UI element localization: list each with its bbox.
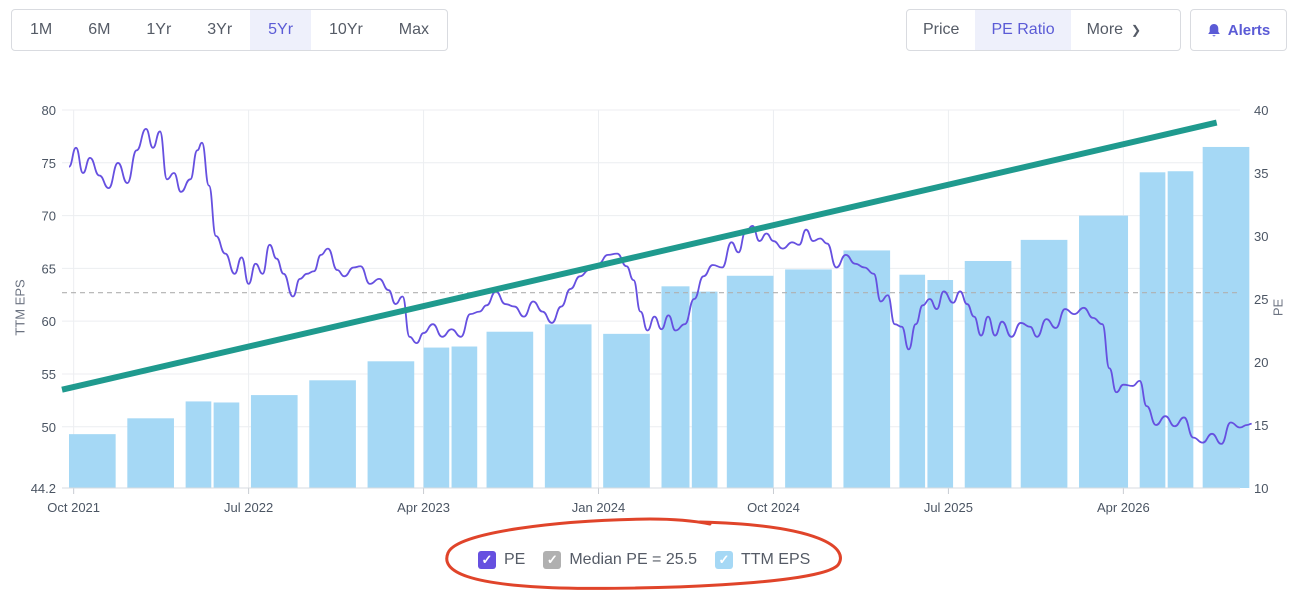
eps-bar bbox=[1139, 172, 1166, 489]
eps-bar bbox=[726, 275, 774, 488]
right-tick-label: 20 bbox=[1254, 355, 1268, 370]
trend-line bbox=[61, 119, 1218, 393]
left-tick-label: 80 bbox=[42, 103, 56, 118]
x-tick-label: Apr 2026 bbox=[1097, 500, 1150, 515]
chevron-down-icon: ❯ bbox=[1131, 23, 1142, 37]
annotation-circle bbox=[445, 517, 842, 590]
eps-bar bbox=[661, 286, 690, 488]
legend-median-label: Median PE = 25.5 bbox=[569, 551, 697, 568]
eps-bar bbox=[68, 434, 116, 488]
eps-bar bbox=[127, 418, 174, 488]
right-axis-ticks: 40 35 30 25 20 15 10 bbox=[1254, 103, 1268, 496]
eps-bar bbox=[1020, 239, 1068, 488]
eps-bar bbox=[927, 279, 954, 488]
range-10yr-button[interactable]: 10Yr bbox=[329, 21, 363, 38]
eps-bars bbox=[68, 146, 1250, 489]
pe-ratio-view-button[interactable]: PE Ratio bbox=[975, 10, 1071, 50]
more-label: More bbox=[1086, 21, 1124, 38]
left-tick-label: 55 bbox=[42, 367, 56, 382]
eps-bar bbox=[451, 346, 478, 488]
eps-bar bbox=[423, 347, 450, 488]
eps-bar bbox=[544, 324, 592, 488]
eps-bar bbox=[185, 401, 212, 488]
legend-eps-toggle[interactable]: ✓ TTM EPS bbox=[714, 551, 811, 569]
x-tick-label: Jul 2025 bbox=[924, 500, 973, 515]
eps-bar bbox=[486, 331, 534, 488]
range-6m-button[interactable]: 6M bbox=[88, 21, 111, 38]
checkbox-checked-icon: ✓ bbox=[543, 551, 562, 569]
left-tick-label: 65 bbox=[42, 261, 56, 276]
pe-line-series bbox=[68, 128, 1252, 445]
x-tick-label: Jul 2022 bbox=[224, 500, 273, 515]
chart-view-selector: Price PE Ratio More ❯ bbox=[906, 9, 1181, 51]
range-1yr-button[interactable]: 1Yr bbox=[146, 21, 172, 38]
alerts-label: Alerts bbox=[1227, 21, 1271, 39]
right-tick-label: 15 bbox=[1254, 418, 1268, 433]
annotation-circle bbox=[445, 517, 842, 590]
left-axis-ticks: 80 75 70 65 60 55 50 44.2 bbox=[31, 103, 56, 496]
eps-bar bbox=[309, 380, 356, 488]
left-tick-label: 70 bbox=[42, 209, 56, 224]
legend-pe-toggle[interactable]: ✓ PE bbox=[478, 551, 525, 569]
trend-line bbox=[61, 119, 1218, 393]
x-tick-label: Oct 2021 bbox=[47, 500, 100, 515]
right-axis-title: PE bbox=[1270, 298, 1286, 317]
x-tick-label: Jan 2024 bbox=[572, 500, 626, 515]
alerts-button[interactable]: Alerts bbox=[1190, 9, 1287, 51]
x-axis-ticks: Oct 2021 Jul 2022 Apr 2023 Jan 2024 Oct 2024… bbox=[47, 487, 1240, 515]
more-dropdown-button[interactable]: More ❯ bbox=[1071, 10, 1158, 50]
range-3yr-button[interactable]: 3Yr bbox=[207, 21, 233, 38]
left-tick-label: 44.2 bbox=[31, 481, 56, 496]
checkbox-checked-icon: ✓ bbox=[714, 551, 733, 569]
right-tick-label: 25 bbox=[1254, 292, 1268, 307]
left-axis-title: TTM EPS bbox=[12, 279, 28, 336]
right-tick-label: 30 bbox=[1254, 229, 1268, 244]
checkbox-checked-icon: ✓ bbox=[478, 551, 496, 569]
eps-bar bbox=[603, 333, 650, 488]
range-5yr-button[interactable]: 5Yr bbox=[250, 10, 312, 50]
range-max-button[interactable]: Max bbox=[398, 21, 430, 38]
bell-icon bbox=[1207, 23, 1220, 36]
legend-median-toggle[interactable]: ✓ Median PE = 25.5 bbox=[543, 551, 697, 569]
price-view-button[interactable]: Price bbox=[907, 10, 975, 50]
legend-eps-label: TTM EPS bbox=[740, 551, 811, 568]
eps-bar bbox=[250, 395, 298, 488]
x-tick-label: Apr 2023 bbox=[397, 500, 450, 515]
eps-bar bbox=[843, 250, 891, 488]
pe-ratio-label: PE Ratio bbox=[991, 21, 1055, 38]
left-tick-label: 60 bbox=[42, 314, 56, 329]
right-tick-label: 10 bbox=[1254, 481, 1268, 496]
right-tick-label: 40 bbox=[1254, 103, 1268, 118]
eps-bar bbox=[785, 269, 832, 488]
eps-bar bbox=[367, 361, 415, 488]
time-range-selector: 1M 6M 1Yr 3Yr 5Yr 10Yr Max bbox=[11, 9, 448, 51]
range-1m-button[interactable]: 1M bbox=[29, 21, 53, 38]
eps-bar bbox=[691, 291, 718, 488]
pe-line bbox=[68, 128, 1252, 445]
left-tick-label: 75 bbox=[42, 156, 56, 171]
eps-bar bbox=[213, 402, 240, 488]
price-label: Price bbox=[923, 21, 960, 38]
legend-pe-label: PE bbox=[504, 551, 526, 568]
chart-legend: ✓ PE ✓ Median PE = 25.5 ✓ TTM EPS bbox=[478, 545, 810, 575]
right-tick-label: 35 bbox=[1254, 166, 1268, 181]
eps-bar bbox=[1167, 171, 1194, 488]
x-tick-label: Oct 2024 bbox=[747, 500, 800, 515]
left-tick-label: 50 bbox=[42, 420, 56, 435]
eps-bar bbox=[964, 260, 1012, 488]
eps-bar bbox=[1079, 215, 1129, 488]
